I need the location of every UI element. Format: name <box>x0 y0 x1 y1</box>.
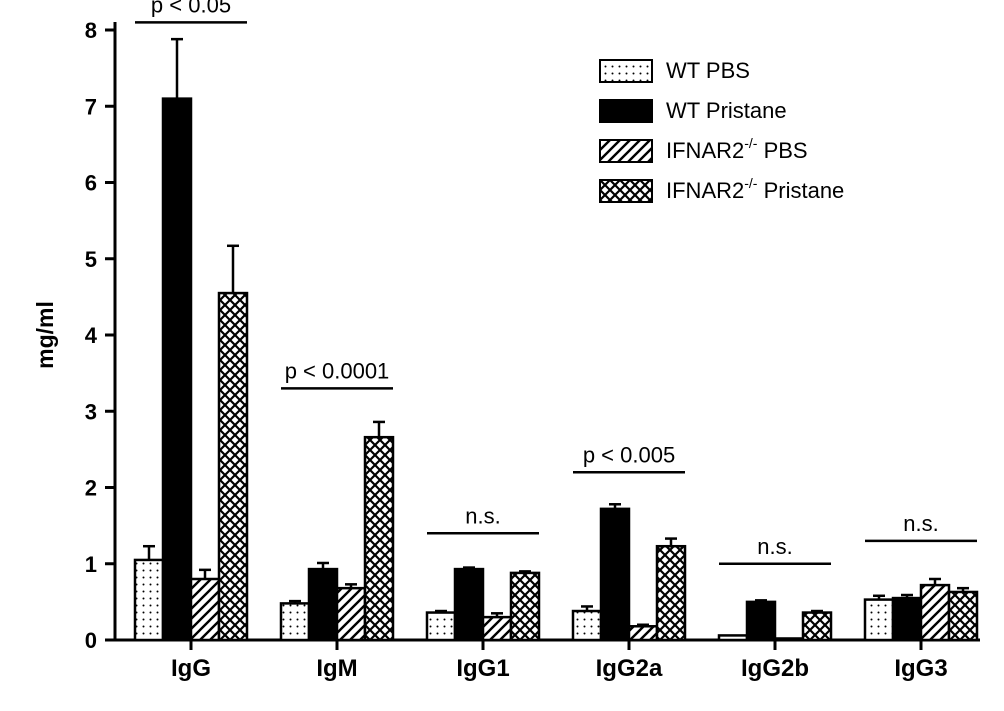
significance-label: n.s. <box>757 534 792 559</box>
bar <box>865 600 893 640</box>
bar <box>191 579 219 640</box>
bar <box>629 626 657 640</box>
y-tick-label: 4 <box>85 323 98 348</box>
bar <box>719 635 747 640</box>
legend-label: WT PBS <box>666 58 750 83</box>
bar <box>747 602 775 640</box>
y-tick-label: 6 <box>85 171 97 196</box>
bar <box>365 437 393 640</box>
y-tick-label: 3 <box>85 399 97 424</box>
bar <box>163 99 191 640</box>
bar <box>803 613 831 640</box>
bar <box>309 569 337 640</box>
legend-swatch <box>600 180 652 202</box>
bar <box>511 573 539 640</box>
category-label: IgG2b <box>741 655 809 682</box>
y-tick-label: 8 <box>85 18 97 43</box>
y-tick-label: 5 <box>85 247 97 272</box>
category-label: IgG <box>171 655 211 682</box>
y-tick-label: 7 <box>85 94 97 119</box>
legend-swatch <box>600 60 652 82</box>
bar <box>219 293 247 640</box>
significance-label: p < 0.05 <box>151 0 231 17</box>
legend-label: WT Pristane <box>666 98 787 123</box>
bar <box>135 560 163 640</box>
bar <box>573 611 601 640</box>
bar <box>601 509 629 640</box>
category-label: IgG2a <box>596 655 663 682</box>
bar <box>775 638 803 640</box>
y-axis-label: mg/ml <box>32 301 58 369</box>
y-tick-label: 2 <box>85 476 97 501</box>
bar <box>337 588 365 640</box>
significance-label: n.s. <box>903 511 938 536</box>
bar <box>455 569 483 640</box>
legend-swatch <box>600 100 652 122</box>
significance-label: p < 0.0001 <box>285 358 390 383</box>
legend-label: IFNAR2-/- Pristane <box>666 175 844 203</box>
significance-label: p < 0.005 <box>583 442 675 467</box>
bar-chart: 0 1 2 3 4 5 6 7 8 mg/ml IgG IgM IgG1 IgG2a IgG2b IgG3 p … <box>0 0 1004 711</box>
legend-label: IFNAR2-/- PBS <box>666 135 808 163</box>
category-label: IgM <box>316 655 357 682</box>
chart-container: 0 1 2 3 4 5 6 7 8 mg/ml IgG IgM IgG1 IgG2a IgG2b IgG3 p … <box>0 0 1004 711</box>
bar <box>657 546 685 640</box>
bar <box>921 585 949 640</box>
significance-label: n.s. <box>465 503 500 528</box>
bar <box>893 598 921 640</box>
bar <box>483 617 511 640</box>
category-label: IgG1 <box>456 655 509 682</box>
category-label: IgG3 <box>894 655 947 682</box>
y-tick-label: 0 <box>85 628 97 653</box>
bar <box>427 613 455 640</box>
y-tick-label: 1 <box>85 552 97 577</box>
bar <box>281 603 309 640</box>
bar <box>949 592 977 640</box>
legend-swatch <box>600 140 652 162</box>
